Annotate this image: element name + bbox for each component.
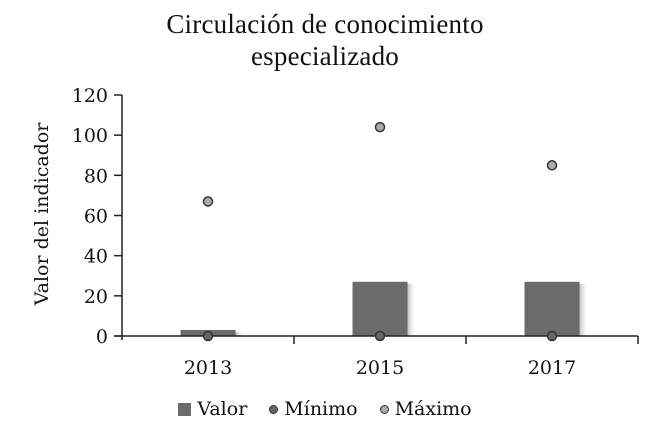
- y-tick-label: 80: [84, 165, 108, 187]
- legend-item-minimo: Mínimo: [269, 398, 358, 420]
- legend-item-valor: Valor: [178, 398, 247, 420]
- legend-item-maximo: Máximo: [379, 398, 472, 420]
- marker-Mínimo-2017: [546, 330, 558, 342]
- legend-label-minimo: Mínimo: [284, 398, 358, 420]
- x-tick-label: 2017: [528, 357, 576, 379]
- marker-Máximo-2013: [202, 196, 214, 207]
- legend: Valor Mínimo Máximo: [0, 398, 650, 420]
- bar-series-valor: [180, 281, 589, 336]
- legend-circle-dark-icon: [269, 404, 279, 414]
- y-tick-label: 20: [84, 286, 108, 308]
- y-axis: 0 20 40 60 80 100 120: [72, 85, 123, 348]
- x-tick-label: 2013: [184, 357, 232, 379]
- chart-title-line-1: Circulación de conocimiento: [166, 9, 484, 39]
- y-tick-label: 100: [72, 125, 108, 147]
- y-tick-label: 120: [72, 85, 108, 107]
- bar-2015: [352, 281, 408, 336]
- marker-Máximo-2015: [374, 121, 386, 133]
- legend-circle-light-icon: [379, 404, 389, 414]
- marker-series: [202, 121, 558, 342]
- marker-Mínimo-2013: [202, 330, 214, 342]
- x-tick-label: 2015: [356, 357, 404, 379]
- legend-label-valor: Valor: [197, 398, 248, 420]
- chart-title-line-2: especializado: [250, 41, 399, 71]
- legend-label-maximo: Máximo: [394, 398, 472, 420]
- marker-Máximo-2017: [546, 160, 558, 171]
- y-tick-label: 60: [84, 206, 108, 228]
- marker-Mínimo-2015: [374, 330, 386, 342]
- legend-square-icon: [178, 402, 192, 416]
- y-tick-label: 40: [84, 246, 108, 268]
- y-tick-label: 0: [96, 326, 108, 348]
- x-axis: 2013 2015 2017: [114, 335, 639, 379]
- bar-2017: [524, 281, 580, 336]
- y-axis-label: Valor del indicador: [31, 122, 53, 307]
